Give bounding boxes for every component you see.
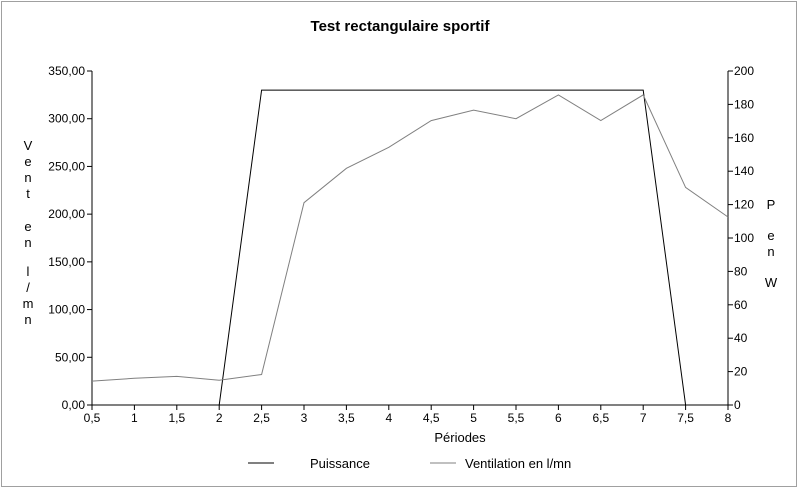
legend: Puissance Ventilation en l/mn	[248, 456, 571, 471]
x-tick-label: 0,5	[84, 411, 101, 425]
right-tick-label: 140	[734, 164, 754, 178]
right-tick-label: 200	[734, 64, 754, 78]
chart-title: Test rectangulaire sportif	[311, 18, 491, 35]
x-tick-label: 1	[131, 411, 138, 425]
right-tick-label: 80	[734, 264, 748, 278]
right-tick-label: 40	[734, 331, 748, 345]
legend-item-puissance: Puissance	[248, 456, 370, 471]
right-axis-title: Pen W	[765, 197, 778, 290]
puissance-line	[218, 89, 687, 406]
right-tick-label: 160	[734, 131, 754, 145]
right-tick-label: 120	[734, 198, 754, 212]
right-axis-title-letter: e	[767, 228, 774, 243]
x-tick-label: 4,5	[423, 411, 440, 425]
left-axis-title-letter: e	[24, 219, 31, 234]
left-axis-title-letter: l	[27, 264, 30, 279]
x-tick-label: 5	[470, 411, 477, 425]
x-tick-label: 5,5	[508, 411, 525, 425]
left-axis-title-letter: t	[26, 186, 30, 201]
right-axis-title-letter: P	[767, 197, 776, 212]
left-tick-label: 350,00	[48, 64, 85, 78]
left-axis-title-letter: n	[24, 312, 31, 327]
legend-label: Ventilation en l/mn	[465, 456, 571, 471]
right-tick-label: 60	[734, 298, 748, 312]
right-axis-title-letter: W	[765, 275, 778, 290]
right-tick-label: 0	[734, 398, 741, 412]
left-tick-label: 300,00	[48, 112, 85, 126]
left-axis-title-letter: m	[23, 296, 34, 311]
x-tick-label: 8	[725, 411, 732, 425]
left-axis-title-letter: n	[24, 170, 31, 185]
left-tick-label: 50,00	[55, 350, 85, 364]
right-tick-label: 180	[734, 97, 754, 111]
left-tick-label: 250,00	[48, 159, 85, 173]
right-axis-title-letter: n	[767, 244, 774, 259]
x-tick-label: 1,5	[168, 411, 185, 425]
right-tick-label: 20	[734, 365, 748, 379]
right-axis: 0 20 40 60 80 100 120 140 160 180 200	[728, 64, 754, 412]
left-axis-title-letter: V	[24, 138, 33, 153]
ventilation-line	[91, 94, 729, 382]
right-tick-label: 100	[734, 231, 754, 245]
legend-label: Puissance	[310, 456, 370, 471]
x-tick-label: 7,5	[677, 411, 694, 425]
left-axis: 0,00 50,00 100,00 150,00 200,00 250,00 300,00 3…	[48, 64, 92, 412]
x-tick-label: 2	[216, 411, 223, 425]
legend-item-ventilation: Ventilation en l/mn	[430, 456, 571, 471]
left-tick-label: 200,00	[48, 207, 85, 221]
x-axis-title: Périodes	[434, 430, 486, 445]
series-layer	[91, 89, 729, 406]
x-tick-label: 3,5	[338, 411, 355, 425]
plot-area	[91, 71, 729, 406]
x-axis: 0,5 1 1,5 2 2,5 3 3,5 4 4,5 5 5,5 6 6,5 7 7,5 8	[84, 405, 732, 425]
left-tick-label: 100,00	[48, 303, 85, 317]
x-tick-label: 3	[301, 411, 308, 425]
x-tick-label: 6	[555, 411, 562, 425]
x-tick-label: 7	[640, 411, 647, 425]
left-axis-title-letter: n	[24, 235, 31, 250]
left-axis-title-letter: /	[26, 280, 30, 295]
left-tick-label: 150,00	[48, 255, 85, 269]
x-tick-label: 4	[385, 411, 392, 425]
x-tick-label: 6,5	[592, 411, 609, 425]
left-tick-label: 0,00	[62, 398, 86, 412]
left-axis-title-letter: e	[24, 154, 31, 169]
x-tick-label: 2,5	[253, 411, 270, 425]
